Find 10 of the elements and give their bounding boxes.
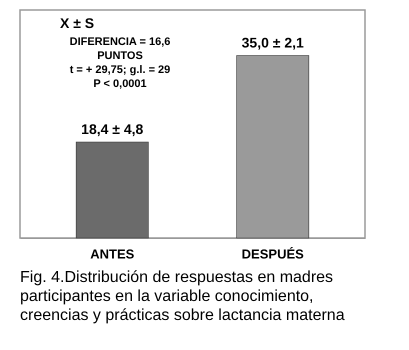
caption: Fig. 4.Distribución de respuestas en madres participantes en la variable conocimiento, creencias y prácticas sobre lactancia materna: [20, 269, 345, 324]
data-label: 35,0 ± 2,1: [242, 34, 304, 51]
annotation: PUNTOS: [97, 50, 143, 62]
annotation: t = + 29,75; g.l. = 29: [70, 64, 170, 76]
annotation: P < 0,0001: [93, 78, 147, 90]
x-tick-label: DESPUÉS: [242, 246, 304, 262]
x-tick-label: ANTES: [90, 246, 135, 262]
text: X ± S: [60, 15, 94, 31]
data-label: 18,4 ± 4,8: [81, 121, 144, 138]
text: DIFERENCIA = 16,6: [70, 36, 170, 48]
